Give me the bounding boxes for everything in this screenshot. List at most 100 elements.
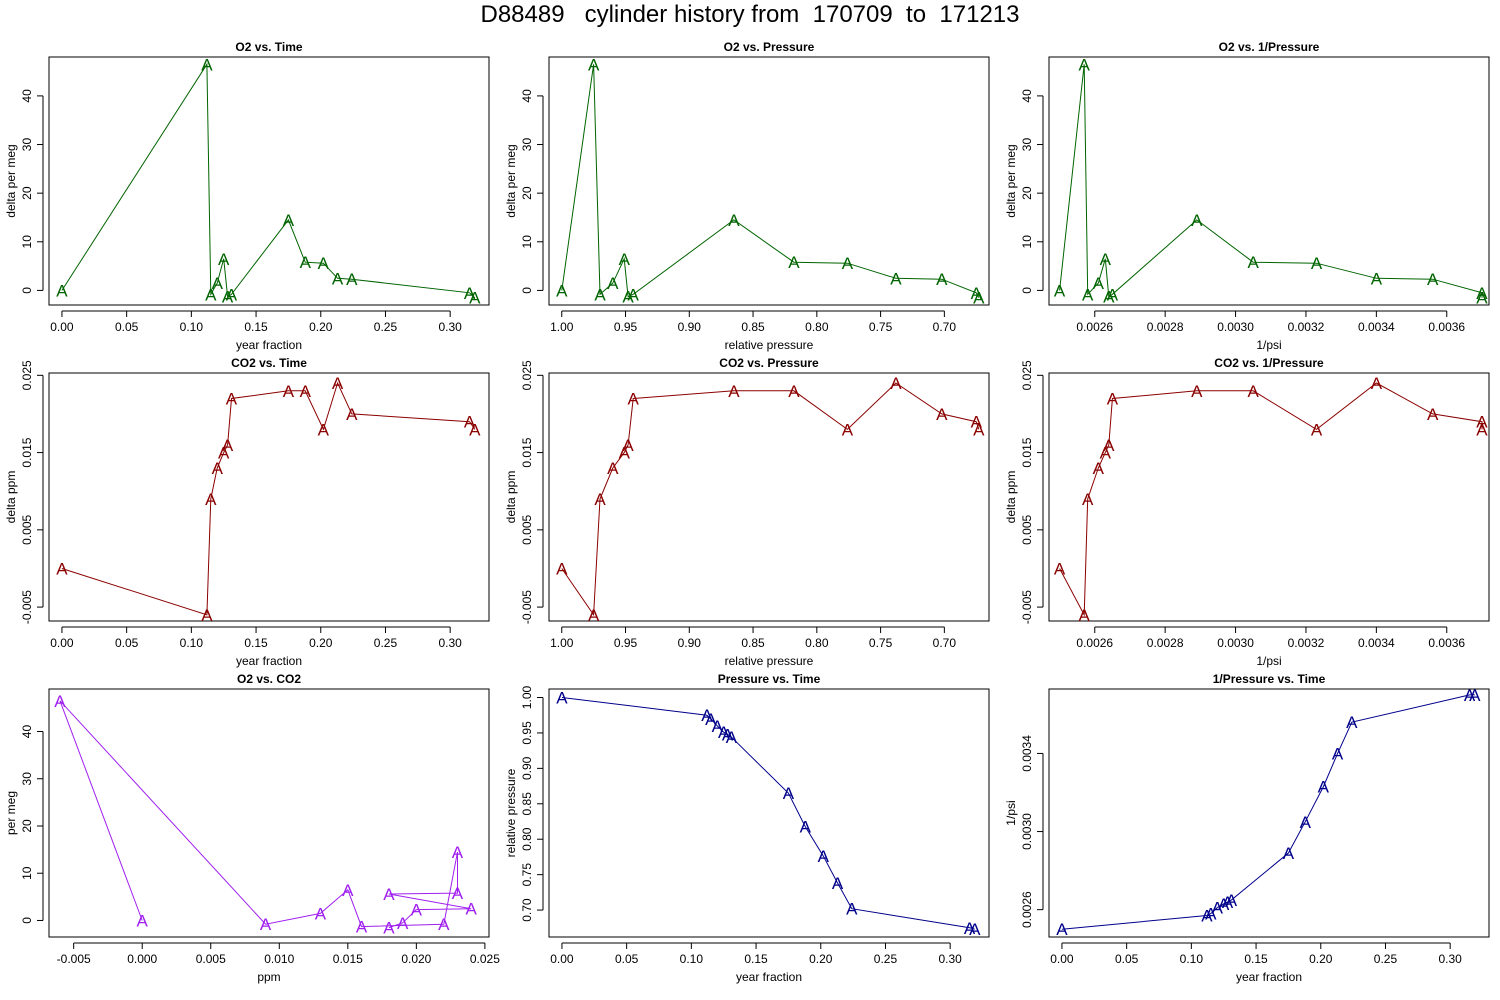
data-point: A xyxy=(452,843,464,862)
plot-frame xyxy=(1048,688,1490,938)
y-axis-label: delta ppm xyxy=(504,471,518,524)
x-tick-label: 0.15 xyxy=(244,636,268,650)
data-point: A xyxy=(1107,285,1119,304)
x-tick-label: 0.0032 xyxy=(1288,320,1325,334)
data-point: A xyxy=(300,253,312,272)
data-point: A xyxy=(466,900,478,919)
data-point: A xyxy=(212,459,224,478)
data-point: A xyxy=(718,723,730,742)
y-axis-label: per meg xyxy=(4,791,18,835)
chart-title: CO2 vs. Pressure xyxy=(719,356,819,370)
data-point: A xyxy=(1427,270,1439,289)
y-tick-label: 30 xyxy=(20,138,34,152)
chart-title: 1/Pressure vs. Time xyxy=(1213,672,1326,686)
data-point: A xyxy=(800,817,812,836)
plot-frame xyxy=(48,372,490,622)
chart-panel: CO2 vs. Pressure 1.00 0.95 0.90 0.85 0.80 0.75… xyxy=(504,356,990,668)
x-tick-label: 0.90 xyxy=(678,636,702,650)
data-point: A xyxy=(1332,744,1344,763)
data-point: A xyxy=(726,728,738,747)
data-point: A xyxy=(222,288,234,307)
y-tick-label: 0.005 xyxy=(1020,514,1034,544)
chart-panel: Pressure vs. Time 0.00 0.05 0.10 0.15 0.20 0.2… xyxy=(504,672,990,984)
x-tick-label: 0.010 xyxy=(264,952,294,966)
data-point: A xyxy=(1427,405,1439,424)
y-tick-label: 40 xyxy=(1020,89,1034,103)
data-point: A xyxy=(1476,284,1488,303)
data-point: A xyxy=(356,918,368,937)
data-point: A xyxy=(728,211,740,230)
data-point: A xyxy=(452,884,464,903)
x-tick-label: 0.00 xyxy=(550,952,574,966)
data-point: A xyxy=(788,382,800,401)
x-tick-label: 0.15 xyxy=(744,952,768,966)
data-point: A xyxy=(1218,895,1230,914)
data-point: A xyxy=(1311,254,1323,273)
plot-frame xyxy=(548,56,990,306)
x-tick-label: 0.10 xyxy=(1180,952,1204,966)
data-point: A xyxy=(1371,269,1383,288)
x-axis-label: year fraction xyxy=(1236,970,1302,984)
y-tick-label: 0 xyxy=(520,287,534,294)
x-tick-label: 0.10 xyxy=(180,320,204,334)
data-point: A xyxy=(1318,778,1330,797)
chart-panel: O2 vs. 1/Pressure 0.0026 0.0028 0.0030 0.003… xyxy=(1004,40,1490,352)
y-axis-label: delta ppm xyxy=(1004,471,1018,524)
plot-frame xyxy=(48,688,490,938)
data-point: A xyxy=(1476,289,1488,308)
data-point: A xyxy=(318,254,330,273)
data-point: A xyxy=(1247,382,1259,401)
data-point: A xyxy=(842,420,854,439)
data-point: A xyxy=(56,281,68,300)
x-tick-label: 0.05 xyxy=(615,952,639,966)
data-point: A xyxy=(464,413,476,432)
series-line xyxy=(561,382,980,617)
data-point: A xyxy=(469,289,481,308)
y-axis-label: delta ppm xyxy=(4,471,18,524)
x-tick-label: 0.70 xyxy=(933,636,957,650)
data-point: A xyxy=(469,420,481,439)
x-tick-label: 0.30 xyxy=(938,952,962,966)
page-title: D88489 cylinder history from 170709 to 1… xyxy=(480,1,1020,28)
data-point: A xyxy=(397,914,409,933)
data-point: A xyxy=(1093,459,1105,478)
y-tick-label: 30 xyxy=(20,772,34,786)
data-point: A xyxy=(1201,907,1213,926)
x-tick-label: 0.10 xyxy=(680,952,704,966)
x-tick-label: 1.00 xyxy=(550,320,574,334)
x-tick-label: 0.25 xyxy=(374,320,398,334)
x-tick-label: 0.00 xyxy=(50,320,74,334)
y-tick-label: -0.005 xyxy=(520,590,534,624)
data-point: A xyxy=(556,689,568,708)
plot-frame xyxy=(548,688,990,938)
plot-frame xyxy=(1048,56,1490,306)
data-point: A xyxy=(260,915,272,934)
plot-frame xyxy=(548,372,990,622)
data-point: A xyxy=(1346,713,1358,732)
data-point: A xyxy=(832,874,844,893)
x-tick-label: 0.0034 xyxy=(1358,636,1395,650)
data-point: A xyxy=(594,285,606,304)
chart-panel: O2 vs. Time 0.00 0.05 0.10 0.15 0.20 0.25 0.30 y… xyxy=(4,40,490,352)
y-tick-label: 40 xyxy=(20,725,34,739)
data-point: A xyxy=(137,911,149,930)
y-tick-label: 0.85 xyxy=(520,792,534,816)
data-point: A xyxy=(936,270,948,289)
x-tick-label: 0.05 xyxy=(115,636,139,650)
x-tick-label: 0.20 xyxy=(309,636,333,650)
series-line xyxy=(61,381,476,616)
y-tick-label: 20 xyxy=(520,186,534,200)
data-point: A xyxy=(619,444,631,463)
x-tick-label: 0.05 xyxy=(115,320,139,334)
x-tick-label: 0.05 xyxy=(1115,952,1139,966)
x-tick-label: 0.30 xyxy=(438,636,462,650)
x-axis-label: ppm xyxy=(257,970,280,984)
chart-panel: O2 vs. CO2 -0.005 0.000 0.005 0.010 0.015 0.02… xyxy=(4,672,500,984)
y-tick-label: 40 xyxy=(520,89,534,103)
data-point: A xyxy=(594,490,606,509)
data-point: A xyxy=(411,901,423,920)
x-tick-label: 0.30 xyxy=(438,320,462,334)
x-tick-label: 0.0032 xyxy=(1288,636,1325,650)
y-tick-label: 0.0034 xyxy=(1020,735,1034,772)
